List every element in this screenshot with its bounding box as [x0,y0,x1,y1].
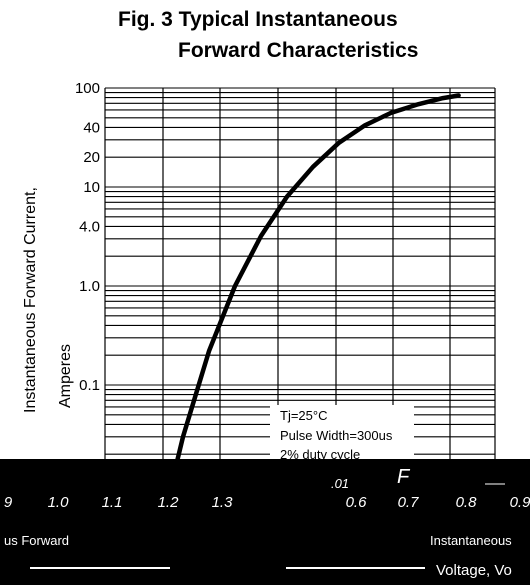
x-tick-labels: 9 1.0 1.1 1.2 1.3 .01 0.6 0.7 0.8 0.9 [4,476,530,511]
y-tick-labels: 100 40 20 10 4.0 1.0 0.1 [75,80,100,394]
chart-title-line2: Forward Characteristics [178,39,418,62]
x-tick-label: 1.0 [48,494,70,511]
x-axis-title-fragment-1: us Forward [4,533,69,548]
legend-line-1: Tj=25°C [280,408,327,423]
legend-box [270,405,414,460]
x-axis-title-fragment-2: Instantaneous [430,533,512,548]
legend: Tj=25°C Pulse Width=300us 2% duty cycle [270,405,414,462]
x-tick-label: 1.3 [212,494,234,511]
x-tick-label: 1.2 [158,494,180,511]
legend-line-2: Pulse Width=300us [280,428,393,443]
series-layer [169,93,461,487]
y-axis-title-line2: Amperes [57,344,74,408]
grid [104,87,496,459]
series-line [169,93,461,487]
black-band [0,459,530,585]
y-tick-label: 40 [83,119,100,136]
y-tick-label: 1.0 [79,278,100,295]
y-tick-label: 20 [83,149,100,166]
y-tick-label: 4.0 [79,218,100,235]
y-tick-label: 100 [75,80,100,97]
legend-line-3: 2% duty cycle [280,447,360,462]
x-tick-label: 0.8 [456,494,478,511]
x-axis-title-fragment-3: Voltage, Vo [436,562,512,579]
x-tick-label: .01 [331,476,349,491]
y-tick-label: 10 [83,179,100,196]
y-axis-title: Instantaneous Forward Current, Amperes [22,187,74,413]
y-tick-label: 0.1 [79,377,100,394]
x-tick-label: 0.9 [510,494,530,511]
x-tick-label: 0.6 [346,494,368,511]
chart-title-line1: Fig. 3 Typical Instantaneous [118,8,398,31]
y-axis-title-line1: Instantaneous Forward Current, [22,187,39,413]
x-tick-label: 0.7 [398,494,420,511]
x-tick-label: 9 [4,494,13,511]
stray-mark: F [397,466,411,488]
x-tick-label: 1.1 [102,494,123,511]
